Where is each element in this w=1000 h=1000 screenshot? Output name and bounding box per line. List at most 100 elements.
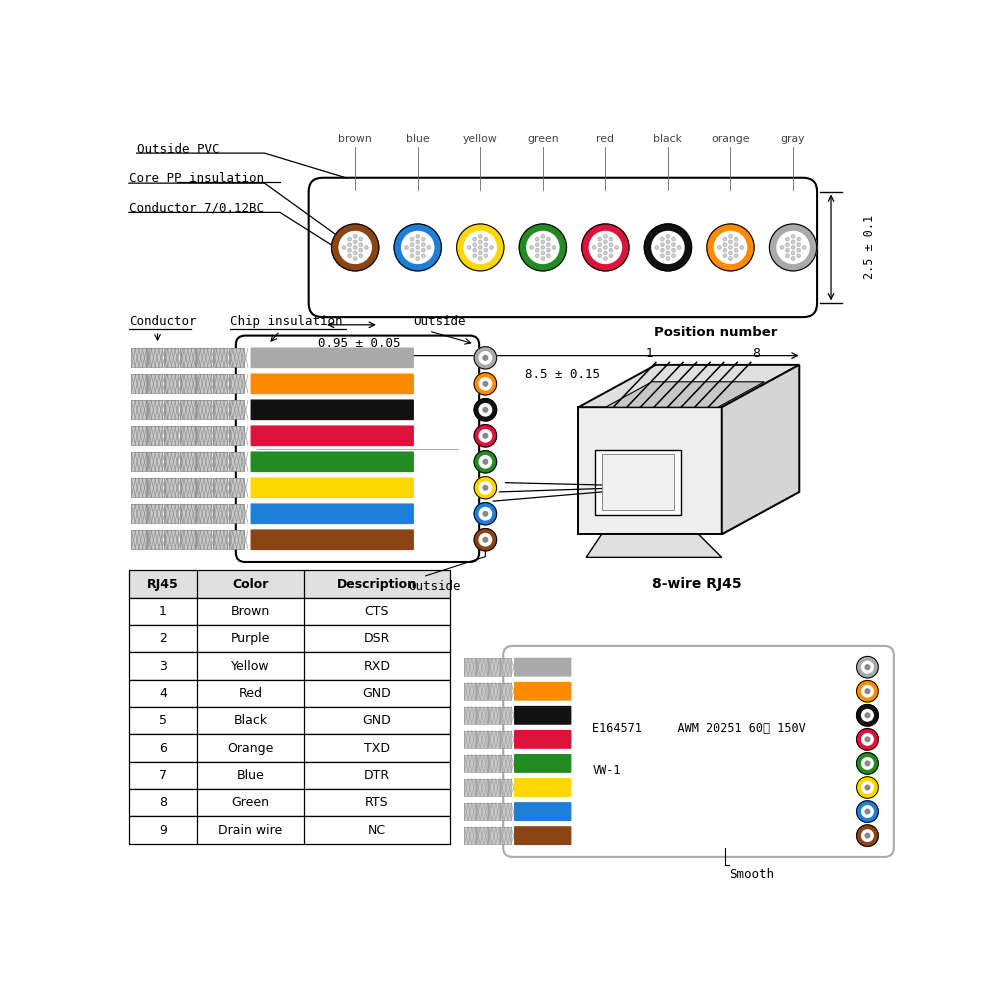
Circle shape [598, 249, 602, 252]
Circle shape [473, 249, 476, 252]
Bar [229, 374, 244, 393]
Circle shape [332, 224, 379, 271]
Text: Outside: Outside [413, 315, 466, 328]
Text: 8: 8 [159, 796, 167, 809]
Bar [147, 348, 162, 367]
Circle shape [457, 224, 504, 271]
Bar [129, 680, 450, 707]
Circle shape [479, 257, 482, 260]
Text: VW-1: VW-1 [592, 764, 621, 777]
Circle shape [609, 243, 613, 246]
Circle shape [464, 231, 496, 263]
Bar [196, 426, 211, 445]
Circle shape [541, 257, 545, 260]
Bar [464, 779, 475, 796]
Bar [196, 530, 211, 549]
Bar [213, 478, 227, 497]
Circle shape [604, 240, 607, 244]
Text: Position number: Position number [654, 326, 777, 339]
Bar [488, 827, 499, 844]
Bar [131, 348, 146, 367]
Circle shape [405, 246, 408, 249]
Bar [213, 348, 227, 367]
Text: 0.95 ± 0.05: 0.95 ± 0.05 [318, 337, 400, 350]
Bar [147, 504, 162, 523]
Bar [129, 598, 450, 625]
Bar [476, 803, 487, 820]
Circle shape [474, 477, 497, 499]
Circle shape [416, 240, 419, 244]
Bar [180, 374, 195, 393]
Bar [476, 755, 487, 772]
Circle shape [734, 237, 738, 241]
Bar [129, 789, 450, 816]
Circle shape [339, 231, 371, 263]
FancyBboxPatch shape [514, 754, 571, 773]
Bar [213, 374, 227, 393]
Bar [229, 530, 244, 549]
Circle shape [359, 243, 362, 246]
FancyBboxPatch shape [514, 658, 571, 677]
Bar [196, 374, 211, 393]
Bar [164, 478, 178, 497]
Bar [464, 803, 475, 820]
Bar [500, 731, 511, 748]
Circle shape [803, 246, 806, 249]
Bar [476, 803, 487, 820]
Bar [229, 478, 244, 497]
Bar [488, 731, 499, 748]
Circle shape [786, 237, 789, 241]
Circle shape [857, 753, 878, 774]
Bar [180, 478, 195, 497]
Circle shape [353, 257, 357, 260]
Bar [164, 348, 178, 367]
Bar [229, 374, 244, 393]
Circle shape [672, 254, 675, 257]
Bar [180, 426, 195, 445]
Bar [500, 755, 511, 772]
Circle shape [365, 246, 368, 249]
Bar [464, 755, 475, 772]
Circle shape [479, 508, 492, 520]
Text: Drain wire: Drain wire [218, 824, 283, 837]
Circle shape [422, 243, 425, 246]
Bar [595, 450, 681, 515]
Bar [464, 658, 475, 676]
Bar [500, 707, 511, 724]
Circle shape [609, 249, 613, 252]
FancyBboxPatch shape [514, 826, 571, 845]
Bar [196, 530, 211, 549]
Bar [229, 504, 244, 523]
Circle shape [652, 231, 684, 263]
Bar [500, 707, 511, 724]
Bar [488, 779, 499, 796]
Circle shape [467, 246, 471, 249]
Bar [213, 426, 227, 445]
Circle shape [862, 734, 873, 745]
FancyBboxPatch shape [514, 682, 571, 701]
Circle shape [483, 382, 488, 386]
Text: red: red [596, 134, 614, 144]
Bar [129, 762, 450, 789]
Polygon shape [606, 382, 764, 407]
Bar [488, 755, 499, 772]
FancyBboxPatch shape [251, 477, 414, 498]
Bar [229, 400, 244, 419]
Polygon shape [578, 365, 799, 407]
Circle shape [604, 257, 607, 260]
Bar [147, 530, 162, 549]
Bar [180, 504, 195, 523]
Bar [131, 530, 146, 549]
Circle shape [483, 485, 488, 490]
Bar [488, 683, 499, 700]
Circle shape [359, 237, 362, 241]
Bar [229, 348, 244, 367]
Bar [196, 400, 211, 419]
Circle shape [655, 246, 658, 249]
Circle shape [348, 237, 351, 241]
Bar [488, 658, 499, 676]
Bar [229, 426, 244, 445]
Bar [164, 530, 178, 549]
Circle shape [479, 246, 482, 249]
Text: Green: Green [232, 796, 270, 809]
